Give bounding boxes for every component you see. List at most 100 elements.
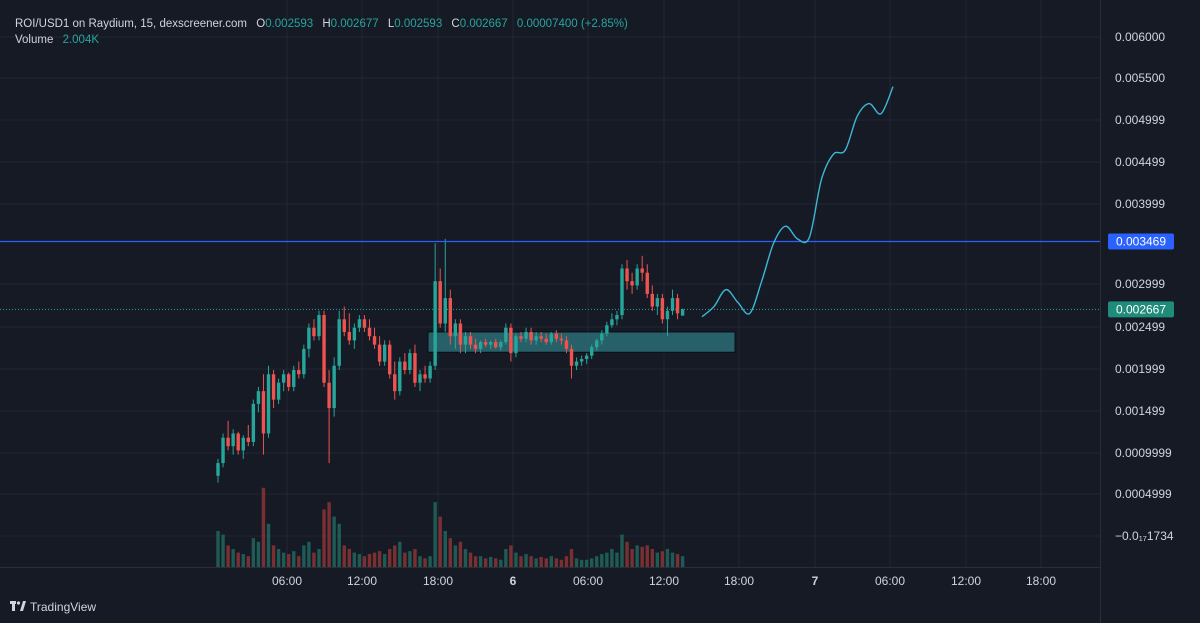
candle-body xyxy=(297,370,301,375)
price-tick-label: 0.001999 xyxy=(1115,362,1165,376)
time-axis[interactable]: 06:00 12:00 18:00 6 06:00 12:00 18:00 7 06:00 12:… xyxy=(272,574,1056,588)
volume-bar xyxy=(544,558,548,567)
volume-bar xyxy=(261,487,266,567)
volume-bar xyxy=(504,549,508,567)
candle-body xyxy=(342,319,346,332)
symbol-title[interactable]: ROI/USD1 on Raydium, 15, dexscreener.com xyxy=(15,18,248,30)
volume-bar xyxy=(635,545,639,567)
volume-bar xyxy=(388,549,392,567)
candle-body xyxy=(645,272,649,294)
volume-bar xyxy=(342,545,346,567)
volume-bar xyxy=(534,558,538,567)
candle-body xyxy=(433,281,437,366)
price-tick-label: 0.004999 xyxy=(1115,113,1165,127)
candle-body xyxy=(418,374,422,383)
candle-body xyxy=(605,325,609,334)
volume-bar xyxy=(443,531,447,567)
candle-body xyxy=(569,348,574,366)
close-label: C xyxy=(451,18,460,30)
time-tick-label: 18:00 xyxy=(423,574,453,588)
candle-body xyxy=(372,336,377,345)
volume-bar xyxy=(241,554,245,567)
candle-body xyxy=(453,323,458,337)
volume-bar xyxy=(499,559,503,567)
volume-bar xyxy=(352,552,357,567)
volume-bar xyxy=(590,558,594,567)
current-price-pill xyxy=(1108,301,1174,318)
candle-body xyxy=(231,433,235,447)
volume-bar xyxy=(266,523,271,567)
price-tick-label: 0.004499 xyxy=(1115,155,1165,169)
volume-bar xyxy=(302,545,306,567)
candlesticks xyxy=(216,238,685,483)
current-price-label: 0.002667 xyxy=(1116,302,1166,316)
volume-bar xyxy=(287,554,291,567)
volume-bar xyxy=(423,558,427,567)
volume-bar xyxy=(645,545,649,567)
price-tick-label: 0.0009999 xyxy=(1115,446,1172,460)
volume-bar xyxy=(398,541,402,567)
candle-body xyxy=(281,374,286,383)
candle-body xyxy=(549,333,553,343)
low-value: 0.002593 xyxy=(394,18,443,30)
resistance-price-label: 0.003469 xyxy=(1116,235,1166,249)
candle-body xyxy=(408,353,412,371)
volume-label[interactable]: Volume xyxy=(15,34,54,46)
volume-bar xyxy=(489,556,493,567)
price-axis[interactable]: 0.006000 0.005500 0.004999 0.004499 0.003999… xyxy=(1115,30,1174,543)
volume-bar xyxy=(473,556,478,567)
candle-body xyxy=(635,268,639,286)
resistance-line[interactable]: 0.003469 0.002667 xyxy=(0,233,1174,318)
candle-body xyxy=(357,319,362,328)
candle-body xyxy=(292,370,296,387)
volume-bar xyxy=(372,552,377,567)
candle-body xyxy=(650,293,654,307)
candle-body xyxy=(630,281,634,286)
open-value: 0.002593 xyxy=(265,18,314,30)
volume-bar xyxy=(251,538,256,567)
candle-body xyxy=(266,374,271,434)
volume-bar xyxy=(367,554,372,567)
candle-body xyxy=(388,344,392,375)
candle-body xyxy=(382,344,387,362)
volume-bar xyxy=(292,551,296,567)
time-tick-label: 12:00 xyxy=(649,574,679,588)
open-label: O xyxy=(256,18,266,30)
tradingview-brand[interactable]: TradingView xyxy=(10,600,96,614)
candle-body xyxy=(403,361,407,371)
volume-bar xyxy=(665,549,670,567)
volume-bar xyxy=(216,531,220,567)
volume-bar xyxy=(428,556,432,567)
time-tick-label: 06:00 xyxy=(272,574,302,588)
price-tick-label: 0.001499 xyxy=(1115,404,1165,418)
volume-bar xyxy=(312,552,316,567)
candle-body xyxy=(504,327,508,343)
resistance-price-pill xyxy=(1108,233,1174,250)
candle-body xyxy=(393,374,397,392)
volume-bar xyxy=(670,552,675,567)
consolidation-zone[interactable] xyxy=(427,331,736,353)
candle-body xyxy=(499,342,503,348)
volume-bar xyxy=(549,556,553,567)
candle-body xyxy=(680,309,685,316)
candle-body xyxy=(574,361,579,366)
volume-bar xyxy=(539,556,543,567)
volume-bar xyxy=(514,552,518,567)
volume-bar xyxy=(297,556,301,567)
volume-bar xyxy=(680,556,685,567)
zone-rect xyxy=(427,331,736,353)
projection-path[interactable] xyxy=(701,86,894,318)
candle-body xyxy=(312,327,316,337)
candle-body xyxy=(595,340,599,348)
candle-body xyxy=(489,342,493,345)
candle-body xyxy=(448,298,452,337)
time-tick-label: 12:00 xyxy=(951,574,981,588)
candle-body xyxy=(337,319,341,366)
volume-bar xyxy=(554,558,559,567)
candle-body xyxy=(529,331,533,341)
volume-bar xyxy=(615,552,619,567)
time-tick-label: 18:00 xyxy=(724,574,754,588)
candle-body xyxy=(544,338,548,343)
volume-bar xyxy=(600,554,604,567)
